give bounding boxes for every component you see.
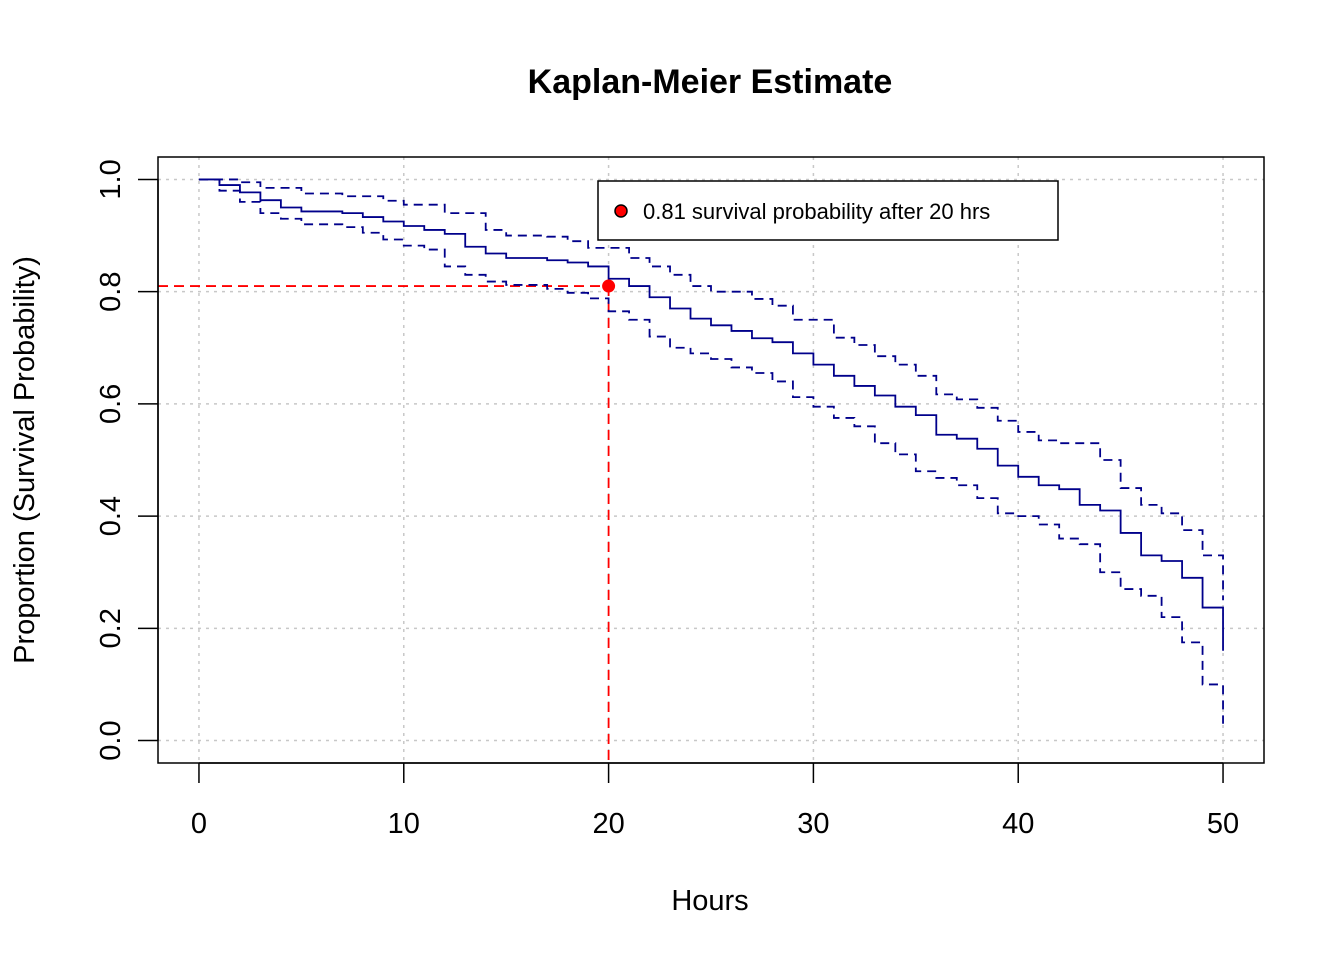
chart-title: Kaplan-Meier Estimate: [528, 63, 893, 101]
x-tick-label: 0: [191, 808, 207, 840]
x-axis-label: Hours: [671, 885, 748, 917]
x-tick-label: 30: [797, 808, 829, 840]
y-tick-label: 0.4: [95, 496, 127, 536]
y-tick-label: 0.0: [95, 720, 127, 760]
y-tick-label: 0.6: [95, 384, 127, 424]
y-tick-label: 0.8: [95, 272, 127, 312]
y-axis: 0.0 0.2 0.4 0.6 0.8 1.0: [95, 159, 159, 761]
y-axis-label: Proportion (Survival Probability): [9, 256, 41, 664]
x-tick-label: 10: [388, 808, 420, 840]
annotation-guides: [158, 285, 610, 763]
y-tick-label: 0.2: [95, 608, 127, 648]
legend-marker: [614, 204, 628, 218]
annotation-point: [602, 279, 616, 293]
y-tick-label: 1.0: [95, 159, 127, 199]
confidence-band-line: [198, 178, 1224, 724]
x-tick-label: 20: [592, 808, 624, 840]
grid: [158, 157, 1264, 763]
survival-curve: [198, 178, 1224, 651]
series-group: [198, 178, 1224, 724]
legend-box: [597, 180, 1059, 241]
confidence-band-line: [198, 178, 1224, 601]
legend: 0.81 survival probability after 20 hrs: [597, 180, 1059, 241]
x-axis: 0 10 20 30 40 50: [191, 762, 1239, 840]
plot-frame: [157, 156, 1265, 764]
legend-entry: 0.81 survival probability after 20 hrs: [643, 199, 990, 224]
x-tick-label: 40: [1002, 808, 1034, 840]
x-tick-label: 50: [1207, 808, 1239, 840]
